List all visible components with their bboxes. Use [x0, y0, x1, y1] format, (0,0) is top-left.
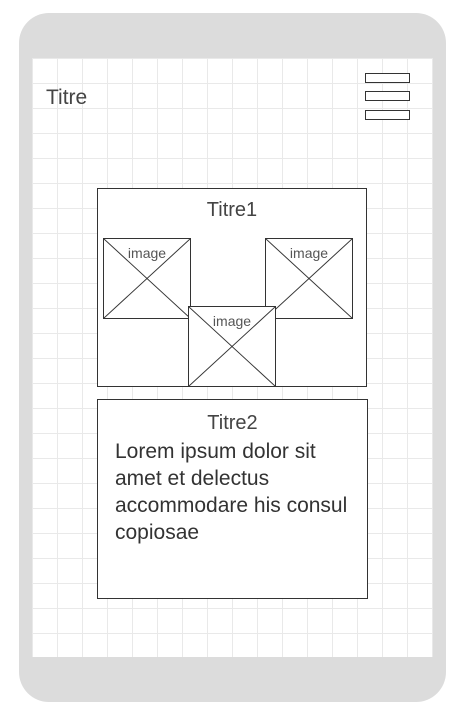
text-card: Titre2 Lorem ipsum dolor sit amet et del… — [97, 399, 368, 599]
image-label: image — [127, 245, 167, 261]
image-placeholder-icon — [266, 239, 352, 318]
menu-bar-line — [365, 73, 410, 83]
image-placeholder: image — [188, 306, 276, 387]
page-title: Titre — [46, 86, 88, 109]
menu-bar-line — [365, 91, 410, 101]
image-label: image — [212, 313, 252, 329]
gallery-card-title: Titre1 — [206, 199, 258, 221]
menu-bar-line — [365, 110, 410, 120]
text-card-title: Titre2 — [207, 412, 258, 434]
image-placeholder: image — [265, 238, 353, 319]
image-placeholder-icon — [189, 307, 275, 386]
image-placeholder-icon — [104, 239, 190, 318]
image-label: image — [289, 245, 329, 261]
text-card-body: Lorem ipsum dolor sit amet et delectus a… — [115, 440, 348, 544]
image-placeholder: image — [103, 238, 191, 319]
